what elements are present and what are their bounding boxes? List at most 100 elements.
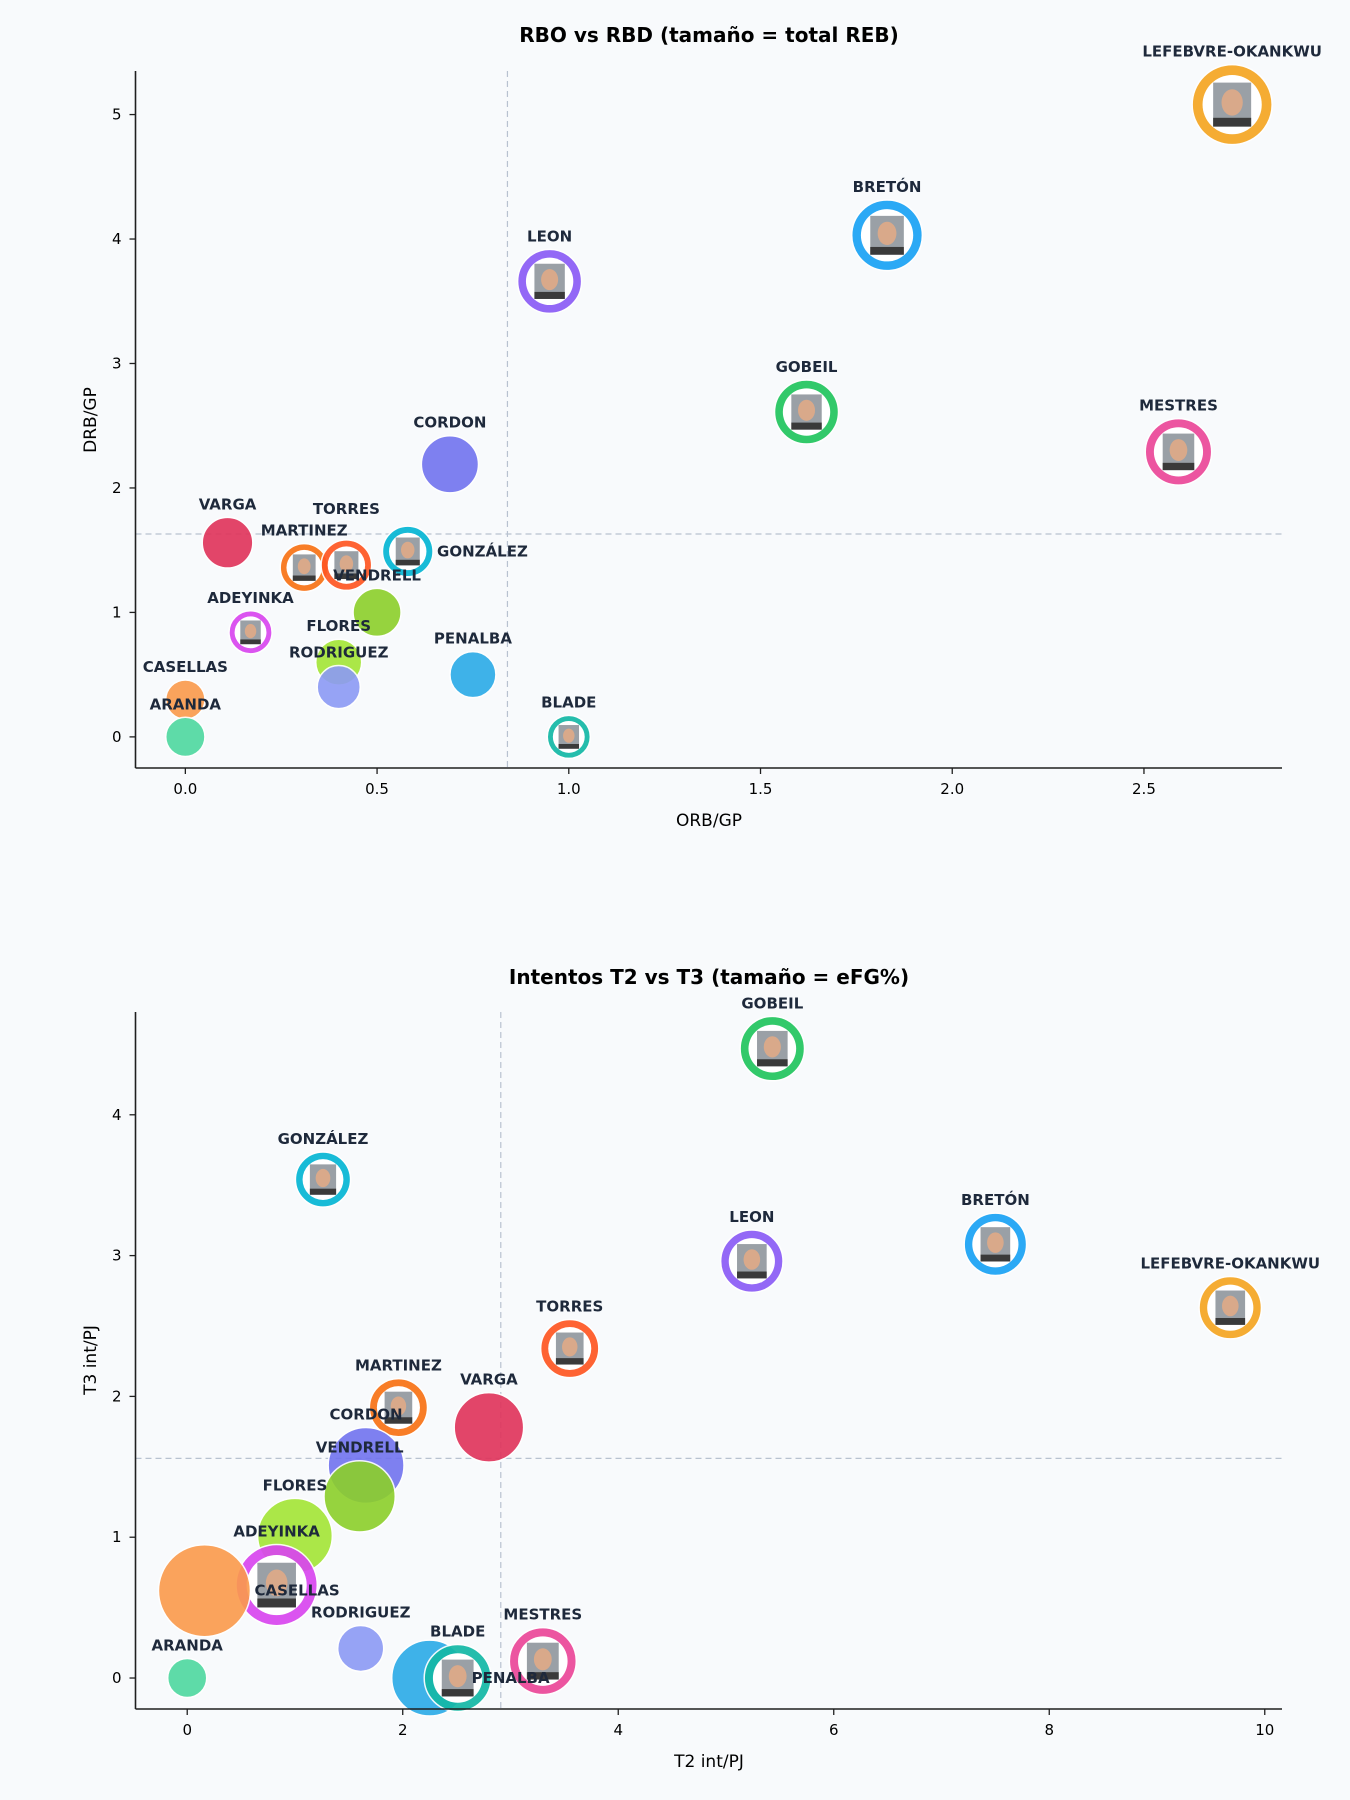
point-label: BLADE	[541, 693, 596, 711]
point-label: MESTRES	[503, 1606, 582, 1624]
y-tick-label: 0	[112, 728, 122, 746]
x-tick-label: 0	[182, 1721, 192, 1739]
x-tick-label: 2	[398, 1721, 408, 1739]
player-bubble	[453, 1391, 525, 1463]
player-shirt	[757, 1059, 788, 1067]
player-shirt	[257, 1598, 296, 1608]
player-bubble	[316, 664, 362, 710]
data-point	[235, 1543, 319, 1627]
data-point	[201, 516, 254, 569]
x-tick-label: 0.5	[365, 780, 389, 798]
player-shirt	[334, 573, 359, 580]
data-point	[279, 542, 329, 593]
y-tick-label: 3	[112, 354, 122, 372]
data-point	[166, 1657, 208, 1699]
point-label: VARGA	[460, 1371, 518, 1389]
data-point	[546, 714, 592, 760]
player-shirt	[1162, 462, 1195, 471]
player-shirt	[555, 1358, 584, 1365]
player-face	[541, 269, 559, 291]
player-face	[1221, 89, 1243, 116]
player-bubble	[165, 716, 206, 758]
player-shirt	[292, 575, 316, 581]
y-tick-label: 2	[112, 1387, 122, 1405]
y-tick-label: 2	[112, 479, 122, 497]
x-axis-label: ORB/GP	[676, 811, 742, 831]
shot-attempts-chart: Intentos T2 vs T3 (tamaño = eFG%) T2 int…	[81, 965, 1320, 1772]
data-point	[352, 587, 402, 638]
x-tick-label: 0.0	[173, 780, 197, 798]
point-label: CASELLAS	[254, 1582, 339, 1600]
point-label: MARTINEZ	[355, 1357, 442, 1375]
y-tick-label: 4	[112, 230, 122, 248]
data-point	[508, 1626, 578, 1696]
data-point	[773, 379, 840, 445]
point-label: ARANDA	[150, 695, 222, 713]
point-label: ADEYINKA	[233, 1522, 320, 1540]
player-face	[763, 1036, 781, 1058]
data-point	[539, 1318, 600, 1379]
point-label: MESTRES	[1139, 397, 1218, 415]
data-point	[316, 664, 362, 710]
point-label: PENALBA	[434, 630, 512, 648]
point-label: RODRIGUEZ	[311, 1603, 411, 1621]
player-shirt	[526, 1672, 559, 1680]
point-label: LEFEBVRE-OKANKWU	[1142, 43, 1322, 61]
x-tick-label: 1.5	[749, 780, 773, 798]
y-tick-label: 1	[112, 603, 122, 621]
data-point	[516, 248, 583, 315]
data-point	[1198, 1275, 1263, 1340]
player-shirt	[441, 1689, 474, 1697]
data-point	[323, 1459, 397, 1533]
x-tick-label: 8	[1044, 1721, 1054, 1739]
player-face	[297, 558, 311, 575]
point-label: GONZÁLEZ	[437, 541, 528, 560]
player-shirt	[737, 1271, 767, 1279]
data-point	[719, 1229, 784, 1294]
player-bubble	[201, 516, 254, 569]
player-face	[1169, 439, 1188, 461]
data-point	[453, 1391, 525, 1463]
point-label: LEON	[527, 227, 572, 245]
data-point	[336, 1624, 385, 1673]
chart-title: Intentos T2 vs T3 (tamaño = eFG%)	[509, 965, 909, 989]
rebounds-chart: RBO vs RBD (tamaño = total REB) ORB/GP D…	[81, 23, 1322, 831]
player-shirt	[1215, 1317, 1246, 1325]
point-label: PENALBA	[472, 1669, 550, 1687]
data-point	[963, 1212, 1028, 1277]
player-shirt	[1213, 117, 1252, 127]
y-axis-label: DRB/GP	[81, 387, 101, 453]
point-label: FLORES	[306, 617, 371, 635]
player-face	[563, 728, 575, 743]
x-tick-label: 1.0	[557, 780, 581, 798]
point-label: MARTINEZ	[261, 522, 348, 540]
player-bubble	[157, 1543, 252, 1638]
player-shirt	[309, 1188, 337, 1195]
player-shirt	[395, 559, 420, 566]
player-shirt	[980, 1254, 1011, 1262]
point-label: ARANDA	[152, 1637, 224, 1655]
chart-title: RBO vs RBD (tamaño = total REB)	[519, 23, 899, 47]
y-tick-label: 0	[112, 1669, 122, 1687]
y-tick-label: 1	[112, 1528, 122, 1546]
player-face	[562, 1337, 578, 1357]
player-bubble	[166, 1657, 208, 1699]
x-tick-label: 10	[1255, 1721, 1274, 1739]
x-tick-label: 6	[829, 1721, 839, 1739]
player-bubble	[449, 650, 497, 699]
point-label: VENDRELL	[316, 1439, 404, 1457]
point-label: FLORES	[263, 1476, 328, 1494]
player-face	[401, 541, 415, 559]
data-point	[228, 610, 273, 655]
player-face	[877, 221, 897, 246]
data-point	[165, 716, 206, 758]
data-point	[320, 539, 373, 592]
player-face	[448, 1665, 467, 1688]
data-point	[850, 199, 924, 272]
point-label: RODRIGUEZ	[289, 644, 389, 662]
data-point	[420, 434, 480, 494]
y-tick-label: 4	[112, 1106, 122, 1124]
x-tick-label: 2.5	[1132, 780, 1156, 798]
point-label: VENDRELL	[333, 566, 421, 584]
